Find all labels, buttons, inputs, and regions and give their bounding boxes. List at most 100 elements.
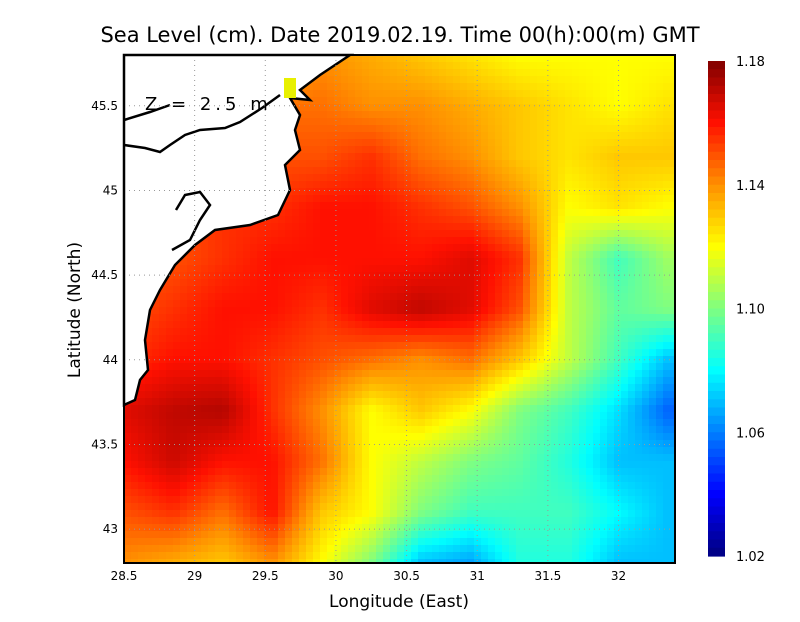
heatmap-cell [621, 174, 629, 182]
heatmap-cell [635, 489, 643, 497]
heatmap-cell [509, 223, 517, 231]
heatmap-cell [264, 230, 272, 238]
heatmap-cell [320, 314, 328, 322]
heatmap-cell [264, 237, 272, 245]
heatmap-cell [488, 482, 496, 490]
heatmap-cell [313, 468, 321, 476]
heatmap-cell [670, 146, 675, 154]
heatmap-cell [628, 300, 636, 308]
heatmap-cell [460, 307, 468, 315]
heatmap-cell [278, 433, 286, 441]
heatmap-cell [404, 405, 412, 413]
heatmap-cell [663, 125, 671, 133]
heatmap-cell [313, 118, 321, 126]
heatmap-cell [502, 62, 510, 70]
heatmap-cell [656, 342, 664, 350]
heatmap-cell [348, 62, 356, 70]
heatmap-cell [222, 230, 230, 238]
heatmap-cell [264, 307, 272, 315]
heatmap-cell [537, 174, 545, 182]
heatmap-cell [313, 195, 321, 203]
heatmap-cell [306, 447, 314, 455]
heatmap-cell [250, 391, 258, 399]
heatmap-cell [593, 76, 601, 84]
heatmap-cell [215, 251, 223, 259]
heatmap-cell [614, 111, 622, 119]
heatmap-cell [530, 132, 538, 140]
heatmap-cell [628, 447, 636, 455]
heatmap-cell [537, 195, 545, 203]
heatmap-cell [369, 370, 377, 378]
heatmap-cell [383, 391, 391, 399]
heatmap-cell [299, 426, 307, 434]
heatmap-cell [516, 174, 524, 182]
heatmap-cell [306, 146, 314, 154]
heatmap-cell [530, 335, 538, 343]
heatmap-cell [173, 314, 181, 322]
heatmap-cell [670, 314, 675, 322]
heatmap-cell [404, 412, 412, 420]
heatmap-cell [453, 475, 461, 483]
heatmap-cell [523, 125, 531, 133]
heatmap-cell [362, 181, 370, 189]
heatmap-cell [537, 377, 545, 385]
heatmap-cell [236, 251, 244, 259]
heatmap-cell [215, 391, 223, 399]
heatmap-cell [635, 216, 643, 224]
heatmap-cell [145, 328, 153, 336]
heatmap-cell [299, 279, 307, 287]
heatmap-cell [663, 132, 671, 140]
heatmap-cell [628, 97, 636, 105]
heatmap-cell [600, 90, 608, 98]
heatmap-cell [670, 335, 675, 343]
heatmap-cell [418, 167, 426, 175]
heatmap-cell [670, 405, 675, 413]
heatmap-cell [138, 440, 146, 448]
heatmap-cell [208, 335, 216, 343]
heatmap-cell [453, 139, 461, 147]
heatmap-cell [215, 454, 223, 462]
heatmap-cell [593, 412, 601, 420]
heatmap-cell [642, 111, 650, 119]
heatmap-cell [159, 426, 167, 434]
heatmap-cell [621, 216, 629, 224]
heatmap-cell [614, 447, 622, 455]
heatmap-cell [565, 321, 573, 329]
heatmap-cell [383, 286, 391, 294]
heatmap-cell [201, 342, 209, 350]
heatmap-cell [663, 209, 671, 217]
heatmap-cell [390, 195, 398, 203]
heatmap-cell [446, 489, 454, 497]
heatmap-cell [159, 363, 167, 371]
heatmap-cell [376, 153, 384, 161]
heatmap-cell [600, 335, 608, 343]
heatmap-cell [551, 174, 559, 182]
heatmap-cell [327, 328, 335, 336]
heatmap-cell [397, 391, 405, 399]
heatmap-cell [348, 97, 356, 105]
heatmap-cell [593, 468, 601, 476]
heatmap-cell [243, 363, 251, 371]
heatmap-cell [579, 181, 587, 189]
heatmap-cell [341, 153, 349, 161]
heatmap-cell [635, 167, 643, 175]
heatmap-cell [621, 139, 629, 147]
heatmap-cell [488, 209, 496, 217]
heatmap-cell [404, 377, 412, 385]
heatmap-cell [390, 342, 398, 350]
heatmap-cell [516, 132, 524, 140]
heatmap-cell [474, 174, 482, 182]
heatmap-cell [425, 244, 433, 252]
heatmap-cell [544, 419, 552, 427]
heatmap-cell [516, 363, 524, 371]
heatmap-cell [278, 419, 286, 427]
heatmap-cell [551, 300, 559, 308]
heatmap-cell [453, 419, 461, 427]
heatmap-cell [411, 405, 419, 413]
heatmap-cell [383, 258, 391, 266]
heatmap-cell [516, 223, 524, 231]
heatmap-cell [656, 384, 664, 392]
heatmap-cell [404, 76, 412, 84]
heatmap-cell [663, 440, 671, 448]
heatmap-cell [362, 321, 370, 329]
